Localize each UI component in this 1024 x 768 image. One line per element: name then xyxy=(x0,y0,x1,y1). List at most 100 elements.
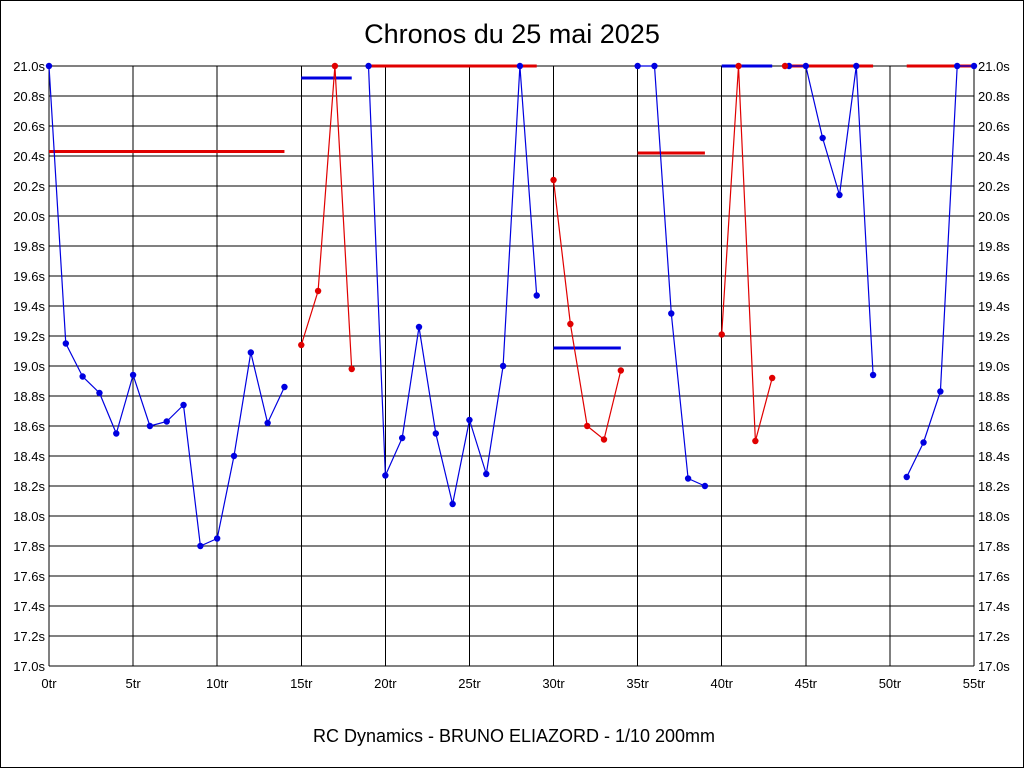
y-tick-label-left: 17.0s xyxy=(13,659,45,674)
y-tick-label-right: 18.2s xyxy=(978,479,1010,494)
data-point xyxy=(449,500,456,508)
data-point xyxy=(853,62,860,70)
series-line xyxy=(300,65,353,370)
y-tick-label-right: 18.6s xyxy=(978,419,1010,434)
x-tick-label: 50tr xyxy=(879,676,902,691)
data-point xyxy=(819,134,826,142)
y-tick-label-right: 19.8s xyxy=(978,239,1010,254)
data-point xyxy=(180,401,187,409)
series-line xyxy=(552,179,622,441)
x-tick-label: 10tr xyxy=(206,676,229,691)
data-point xyxy=(567,320,574,328)
y-tick-label-right: 20.2s xyxy=(978,179,1010,194)
data-point xyxy=(701,482,709,490)
y-tick-label-left: 19.2s xyxy=(13,329,45,344)
data-point xyxy=(113,430,120,437)
y-axis-right: 21.0s 20.8s 20.6s 20.4s 20.2s 20.0s 19.8s 19.6s… xyxy=(978,59,1010,674)
data-point xyxy=(684,475,692,482)
data-point xyxy=(483,470,490,478)
data-point xyxy=(365,62,372,70)
data-point xyxy=(869,371,877,379)
x-tick-label: 40tr xyxy=(711,676,734,691)
y-tick-label-left: 19.0s xyxy=(13,359,45,374)
x-tick-label: 55tr xyxy=(963,676,986,691)
series-line xyxy=(367,65,538,505)
y-tick-label-right: 20.0s xyxy=(978,209,1010,224)
data-point xyxy=(466,416,473,424)
y-tick-label-right: 17.4s xyxy=(978,599,1010,614)
y-tick-label-right: 19.4s xyxy=(978,299,1010,314)
y-tick-label-right: 19.2s xyxy=(978,329,1010,344)
y-tick-label-left: 18.0s xyxy=(13,509,45,524)
data-point xyxy=(398,434,406,442)
data-point xyxy=(96,389,103,397)
data-point xyxy=(970,62,978,70)
data-point xyxy=(298,341,305,349)
data-point xyxy=(197,542,204,550)
y-tick-label-right: 20.4s xyxy=(978,149,1010,164)
data-point xyxy=(230,452,238,460)
x-tick-label: 20tr xyxy=(374,676,397,691)
x-tick-label: 15tr xyxy=(290,676,313,691)
y-tick-label-left: 21.0s xyxy=(13,59,45,74)
data-point xyxy=(432,430,440,437)
data-point xyxy=(550,176,557,184)
y-tick-label-right: 17.6s xyxy=(978,569,1010,584)
y-tick-label-left: 17.6s xyxy=(13,569,45,584)
data-point xyxy=(781,62,789,70)
y-tick-label-right: 18.0s xyxy=(978,509,1010,524)
data-point xyxy=(62,340,70,347)
chart-footer: RC Dynamics - BRUNO ELIAZORD - 1/10 200m… xyxy=(313,726,715,746)
data-points xyxy=(45,62,978,550)
data-point xyxy=(348,365,355,373)
y-tick-label-left: 19.8s xyxy=(13,239,45,254)
y-tick-label-right: 17.0s xyxy=(978,659,1010,674)
data-point xyxy=(163,418,170,425)
series-line xyxy=(721,65,773,442)
y-tick-label-left: 18.2s xyxy=(13,479,45,494)
data-point xyxy=(281,383,288,391)
y-tick-label-right: 18.4s xyxy=(978,449,1010,464)
data-point xyxy=(668,310,675,317)
data-point xyxy=(382,472,389,479)
data-point xyxy=(129,371,137,379)
data-point xyxy=(146,422,154,430)
y-tick-label-left: 19.6s xyxy=(13,269,45,284)
data-point xyxy=(516,62,524,70)
y-tick-label-left: 17.2s xyxy=(13,629,45,644)
data-point xyxy=(264,419,271,427)
data-point xyxy=(331,62,339,70)
y-tick-label-right: 17.8s xyxy=(978,539,1010,554)
data-point xyxy=(314,287,322,295)
data-point xyxy=(752,437,759,445)
y-tick-label-right: 21.0s xyxy=(978,59,1010,74)
data-point xyxy=(617,367,625,374)
data-point xyxy=(499,362,507,370)
data-point xyxy=(937,388,944,395)
y-tick-label-right: 20.8s xyxy=(978,89,1010,104)
y-tick-label-right: 17.2s xyxy=(978,629,1010,644)
y-tick-label-left: 20.8s xyxy=(13,89,45,104)
data-point xyxy=(634,62,641,70)
series-line xyxy=(789,65,874,376)
data-point xyxy=(836,191,843,199)
data-point xyxy=(45,62,53,70)
data-point xyxy=(651,62,658,70)
x-tick-label: 0tr xyxy=(41,676,57,691)
chart-title: Chronos du 25 mai 2025 xyxy=(364,19,660,49)
data-point xyxy=(415,323,423,331)
average-lines xyxy=(49,64,974,350)
y-axis-left: 21.0s 20.8s 20.6s 20.4s 20.2s 20.0s 19.8s 19.6s… xyxy=(13,59,45,674)
y-tick-label-left: 17.8s xyxy=(13,539,45,554)
data-point xyxy=(768,374,776,382)
data-point xyxy=(735,62,742,70)
data-point xyxy=(920,439,927,446)
y-tick-label-right: 20.6s xyxy=(978,119,1010,134)
y-tick-label-left: 18.8s xyxy=(13,389,45,404)
series-line xyxy=(906,65,974,478)
y-tick-label-right: 18.8s xyxy=(978,389,1010,404)
y-tick-label-right: 19.6s xyxy=(978,269,1010,284)
y-tick-label-left: 19.4s xyxy=(13,299,45,314)
